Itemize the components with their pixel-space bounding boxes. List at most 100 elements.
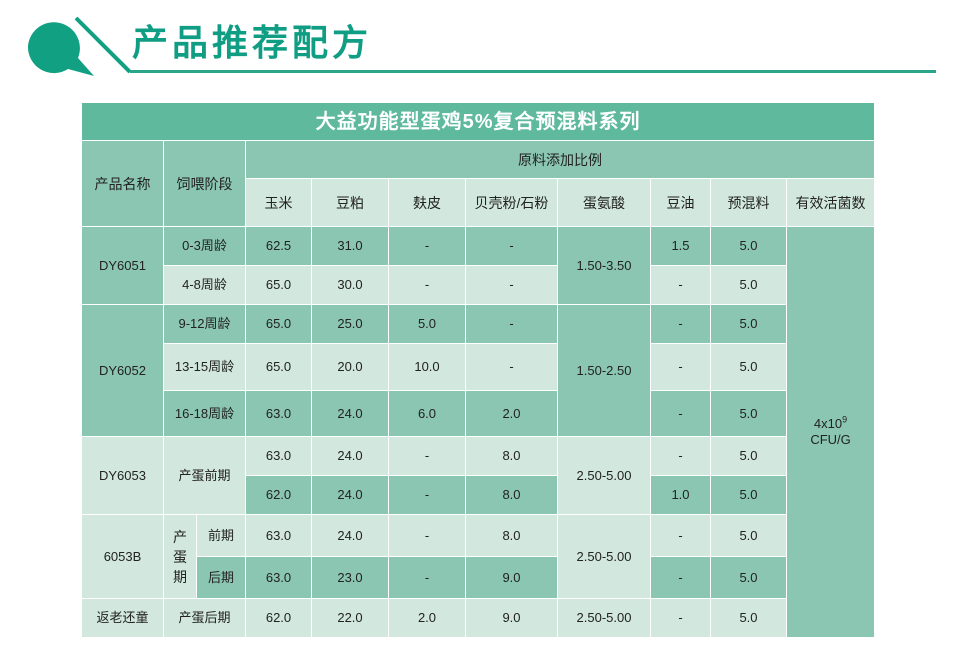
cell-soy-oil: 1.5 [650, 226, 711, 266]
cell-soybean-meal: 24.0 [311, 436, 389, 476]
cell-bran: 10.0 [388, 343, 466, 391]
header-soybean-meal: 豆粕 [311, 178, 389, 227]
cell-shell-powder: 8.0 [465, 475, 558, 515]
cell-methionine: 2.50-5.00 [557, 598, 651, 638]
cell-bran: 6.0 [388, 390, 466, 437]
cell-soy-oil: - [650, 390, 711, 437]
header-methionine: 蛋氨酸 [557, 178, 651, 227]
cell-corn: 62.0 [245, 475, 312, 515]
cell-soy-oil: - [650, 598, 711, 638]
cell-premix: 5.0 [710, 436, 787, 476]
product-name: DY6051 [81, 226, 164, 305]
cell-corn: 65.0 [245, 343, 312, 391]
table-row: 62.0 24.0 - 8.0 1.0 5.0 [82, 475, 875, 515]
cell-premix: 5.0 [710, 514, 787, 557]
stage-label: 产蛋后期 [163, 598, 246, 638]
cell-soy-oil: - [650, 436, 711, 476]
speech-bubble-logo-icon [27, 16, 132, 76]
table-row: 6053B 产蛋期 前期 63.0 24.0 - 8.0 2.50-5.00 -… [81, 514, 875, 599]
stage-label: 0-3周龄 [163, 226, 246, 266]
cell-soy-oil: 1.0 [650, 475, 711, 515]
cell-corn: 63.0 [245, 556, 312, 599]
cell-soybean-meal: 25.0 [311, 304, 389, 344]
cell-soybean-meal: 24.0 [311, 514, 389, 557]
header-feeding-stage: 饲喂阶段 [163, 140, 246, 227]
product-name: DY6053 [81, 436, 164, 515]
cell-shell-powder: 8.0 [465, 436, 558, 476]
cell-premix: 5.0 [710, 556, 787, 599]
cell-shell-powder: - [465, 304, 558, 344]
header-soy-oil: 豆油 [650, 178, 711, 227]
cell-bran: - [388, 436, 466, 476]
cell-premix: 5.0 [710, 598, 787, 638]
cell-corn: 65.0 [245, 304, 312, 344]
header-shell-powder: 贝壳粉/石粉 [465, 178, 558, 227]
header-ratio: 原料添加比例 [244, 140, 876, 179]
cell-shell-powder: - [465, 343, 558, 391]
cell-soy-oil: - [650, 343, 711, 391]
table-row: DY6051 0-3周龄 62.5 31.0 - - 1.50-3.50 1.5… [81, 226, 876, 638]
stage-label: 13-15周龄 [163, 343, 246, 391]
header-premix: 预混料 [710, 178, 787, 227]
cell-soy-oil: - [650, 556, 711, 599]
page-header: 产品推荐配方 [0, 0, 955, 90]
cell-soy-oil: - [650, 514, 711, 557]
stage-label: 前期 [196, 514, 246, 557]
stage-label: 产蛋前期 [163, 436, 246, 515]
table-row: 13-15周龄 65.0 20.0 10.0 - - 5.0 [82, 343, 875, 391]
table-row: 返老还童 产蛋后期 62.0 22.0 2.0 9.0 2.50-5.00 - … [81, 598, 875, 638]
cell-corn: 63.0 [245, 390, 312, 437]
cell-viable-bacteria: 4x109 CFU/G [785, 226, 876, 638]
cell-soy-oil: - [650, 265, 711, 305]
cell-soy-oil: - [650, 304, 711, 344]
cell-corn: 62.0 [245, 598, 312, 638]
cell-premix: 5.0 [710, 343, 787, 391]
table-row: DY6053 产蛋前期 63.0 24.0 - 8.0 2.50-5.00 - … [81, 436, 875, 515]
stage-label: 9-12周龄 [163, 304, 246, 344]
cell-bran: - [388, 556, 466, 599]
table-title: 大益功能型蛋鸡5%复合预混料系列 [80, 102, 876, 141]
cell-premix: 5.0 [710, 226, 787, 266]
page-title: 产品推荐配方 [132, 23, 373, 64]
bacteria-count-exponent: 9 [842, 414, 848, 425]
cell-shell-powder: - [465, 265, 558, 305]
table-row: 16-18周龄 63.0 24.0 6.0 2.0 - 5.0 [82, 390, 875, 437]
cell-soybean-meal: 31.0 [311, 226, 389, 266]
cell-shell-powder: 8.0 [465, 514, 558, 557]
cell-premix: 5.0 [710, 304, 787, 344]
cell-premix: 5.0 [710, 475, 787, 515]
cell-shell-powder: 9.0 [465, 598, 558, 638]
title-underline [130, 70, 936, 73]
stage-label: 4-8周龄 [163, 265, 246, 305]
header-product-name: 产品名称 [81, 140, 164, 227]
cell-soybean-meal: 24.0 [311, 475, 389, 515]
stage-label: 后期 [196, 556, 246, 599]
cell-methionine: 2.50-5.00 [557, 514, 651, 599]
header-bran: 麸皮 [388, 178, 466, 227]
product-name: 6053B [81, 514, 164, 599]
bacteria-count-base: 4x10 [813, 416, 843, 431]
bacteria-unit: CFU/G [810, 432, 851, 447]
cell-methionine: 2.50-5.00 [557, 436, 651, 515]
stage-group-label: 产蛋期 [163, 514, 197, 599]
cell-premix: 5.0 [710, 265, 787, 305]
cell-soybean-meal: 20.0 [311, 343, 389, 391]
header-corn: 玉米 [245, 178, 312, 227]
cell-bran: - [388, 514, 466, 557]
cell-soybean-meal: 24.0 [311, 390, 389, 437]
cell-corn: 63.0 [245, 436, 312, 476]
cell-soybean-meal: 23.0 [311, 556, 389, 599]
table-row: DY6052 9-12周龄 65.0 25.0 5.0 - 1.50-2.50 … [81, 304, 875, 437]
header-viable-bacteria: 有效活菌数 [785, 178, 876, 227]
cell-corn: 65.0 [245, 265, 312, 305]
cell-shell-powder: - [465, 226, 558, 266]
cell-bran: 2.0 [388, 598, 466, 638]
product-name: DY6052 [81, 304, 164, 437]
stage-label: 16-18周龄 [163, 390, 246, 437]
cell-premix: 5.0 [710, 390, 787, 437]
cell-bran: 5.0 [388, 304, 466, 344]
product-name: 返老还童 [81, 598, 164, 638]
cell-bran: - [388, 265, 466, 305]
cell-soybean-meal: 22.0 [311, 598, 389, 638]
cell-shell-powder: 9.0 [465, 556, 558, 599]
